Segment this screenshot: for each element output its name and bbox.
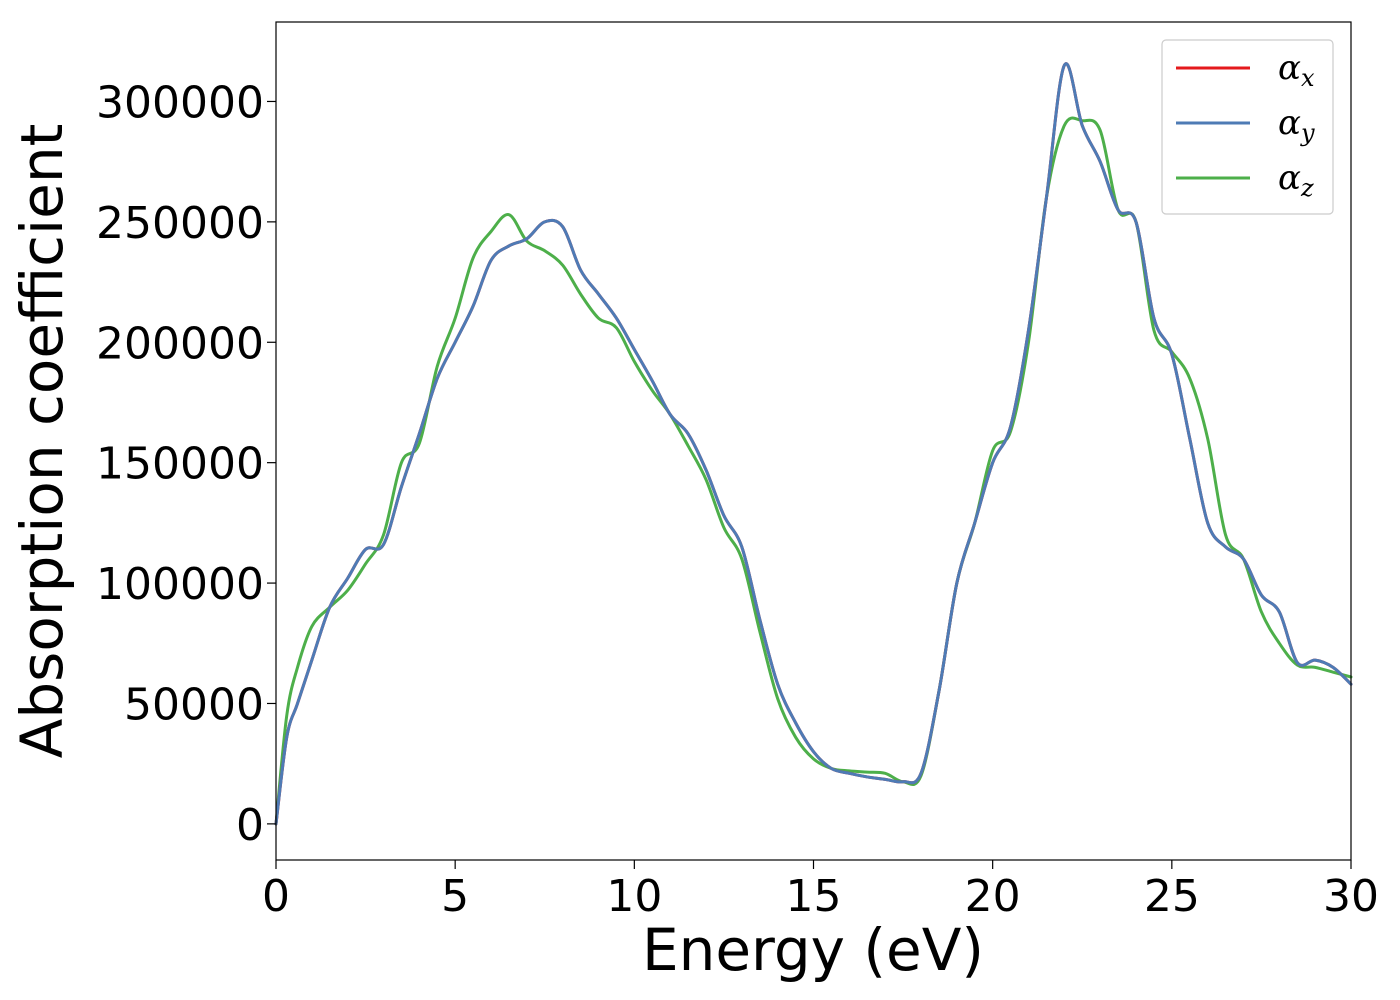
x-tick-label: 30 — [1323, 871, 1379, 922]
x-axis: 0 5 10 15 20 25 30 — [262, 860, 1379, 922]
legend-label-z: αz — [1278, 158, 1314, 202]
y-tick-label: 50000 — [124, 679, 264, 730]
y-tick-label: 100000 — [96, 559, 264, 610]
x-tick-label: 20 — [965, 871, 1021, 922]
legend: αx αy αz — [1161, 39, 1334, 215]
x-tick-label: 25 — [1144, 871, 1200, 922]
y-tick-label: 200000 — [96, 318, 264, 369]
x-tick-label: 10 — [606, 871, 662, 922]
y-tick-label: 0 — [236, 800, 264, 851]
legend-box — [1161, 39, 1334, 215]
y-tick-label: 300000 — [96, 77, 264, 128]
x-tick-label: 15 — [786, 871, 842, 922]
y-tick-label: 150000 — [96, 439, 264, 490]
series-line-z — [274, 116, 1353, 826]
x-tick-label: 0 — [262, 871, 290, 922]
x-tick-label: 5 — [441, 871, 469, 922]
series-layer — [274, 62, 1353, 826]
series-line-y — [274, 62, 1353, 826]
legend-label-y: αy — [1278, 103, 1315, 147]
y-axis: 0 50000 100000 150000 200000 250000 300000 — [96, 77, 276, 851]
y-axis-title: Absorption coefficient — [8, 124, 76, 759]
y-tick-label: 250000 — [96, 198, 264, 249]
legend-label-x: αx — [1278, 48, 1315, 92]
x-axis-title: Energy (eV) — [642, 916, 984, 984]
